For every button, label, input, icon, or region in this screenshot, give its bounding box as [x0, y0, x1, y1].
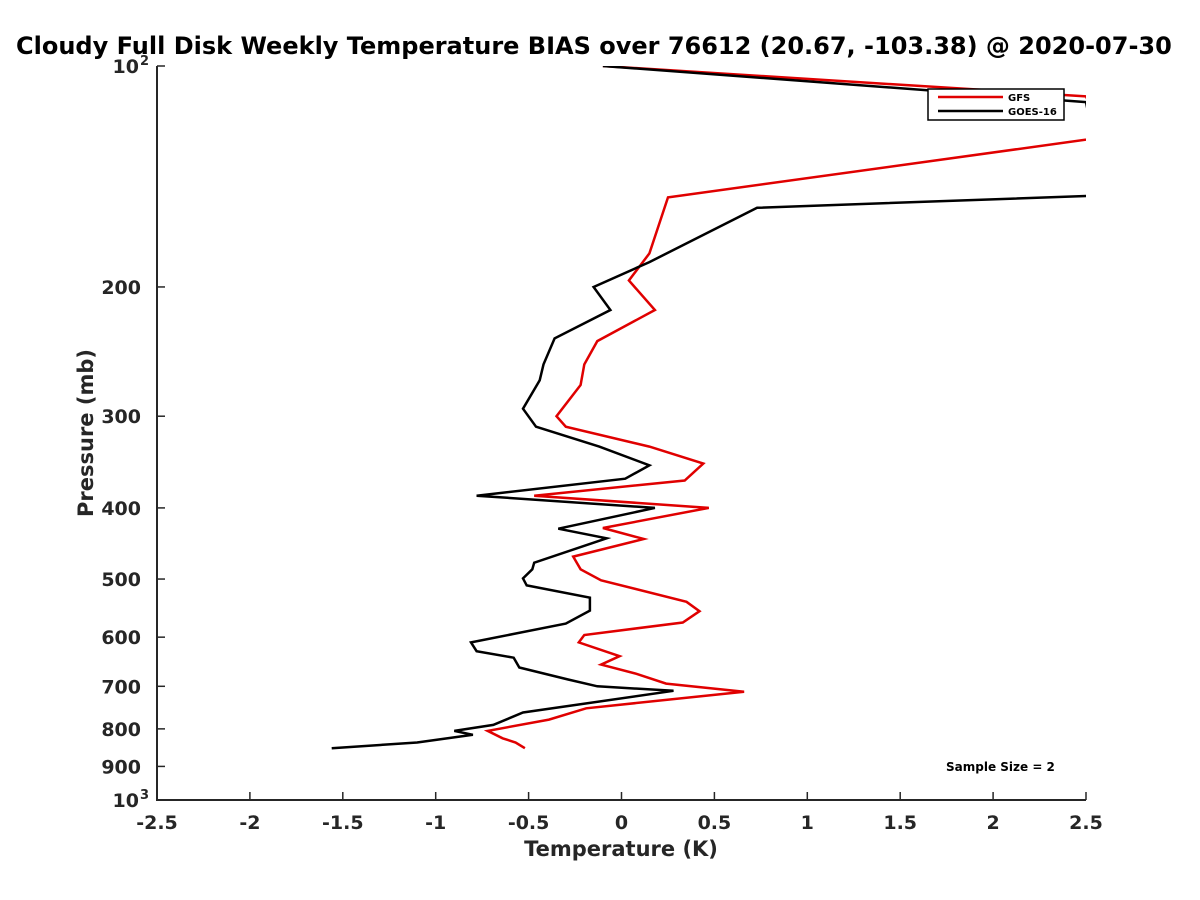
- y-tick-label: 600: [101, 627, 141, 649]
- x-tick-label: 1.5: [883, 812, 917, 834]
- y-tick-label: 10: [113, 56, 139, 78]
- y-tick-exponent: 2: [140, 54, 149, 69]
- series-line-goes16: [331, 66, 1086, 750]
- x-tick-label: 0.5: [698, 812, 732, 834]
- x-tick-label: -1: [425, 812, 446, 834]
- chart-title: Cloudy Full Disk Weekly Temperature BIAS…: [16, 32, 1172, 60]
- y-tick-label: 500: [101, 569, 141, 591]
- legend: GFS GOES-16: [927, 88, 1065, 121]
- y-tick-label: 700: [101, 676, 141, 698]
- x-tick-label: 2.5: [1069, 812, 1103, 834]
- series-layer: [331, 66, 1086, 750]
- series-line-gfs: [483, 66, 1086, 750]
- y-tick-label: 400: [101, 498, 141, 520]
- y-tick-label: 200: [101, 277, 141, 299]
- x-axis-label: Temperature (K): [524, 837, 718, 861]
- y-tick-exponent: 3: [140, 788, 149, 803]
- x-tick-label: -0.5: [508, 812, 550, 834]
- x-tick-label: -2: [239, 812, 260, 834]
- x-tick-label: 2: [986, 812, 999, 834]
- y-tick-label: 800: [101, 719, 141, 741]
- y-tick-label: 10: [113, 790, 139, 812]
- y-tick-label: 300: [101, 406, 141, 428]
- axes-frame: [156, 66, 1086, 801]
- legend-label-goes16: GOES-16: [1008, 107, 1057, 118]
- x-tick-label: -1.5: [322, 812, 364, 834]
- y-tick-label: 900: [101, 756, 141, 778]
- legend-label-gfs: GFS: [1008, 93, 1030, 104]
- x-tick-label: 0: [615, 812, 628, 834]
- x-tick-label: 1: [801, 812, 814, 834]
- y-axis-label: Pressure (mb): [74, 349, 98, 517]
- x-axis: -2.5 -2 -1.5 -1 -0.5 0 0.5 1 1.5 2 2.5: [136, 792, 1103, 834]
- x-tick-label: -2.5: [136, 812, 178, 834]
- sample-size-annotation: Sample Size = 2: [946, 760, 1055, 774]
- legend-box: [927, 88, 1065, 121]
